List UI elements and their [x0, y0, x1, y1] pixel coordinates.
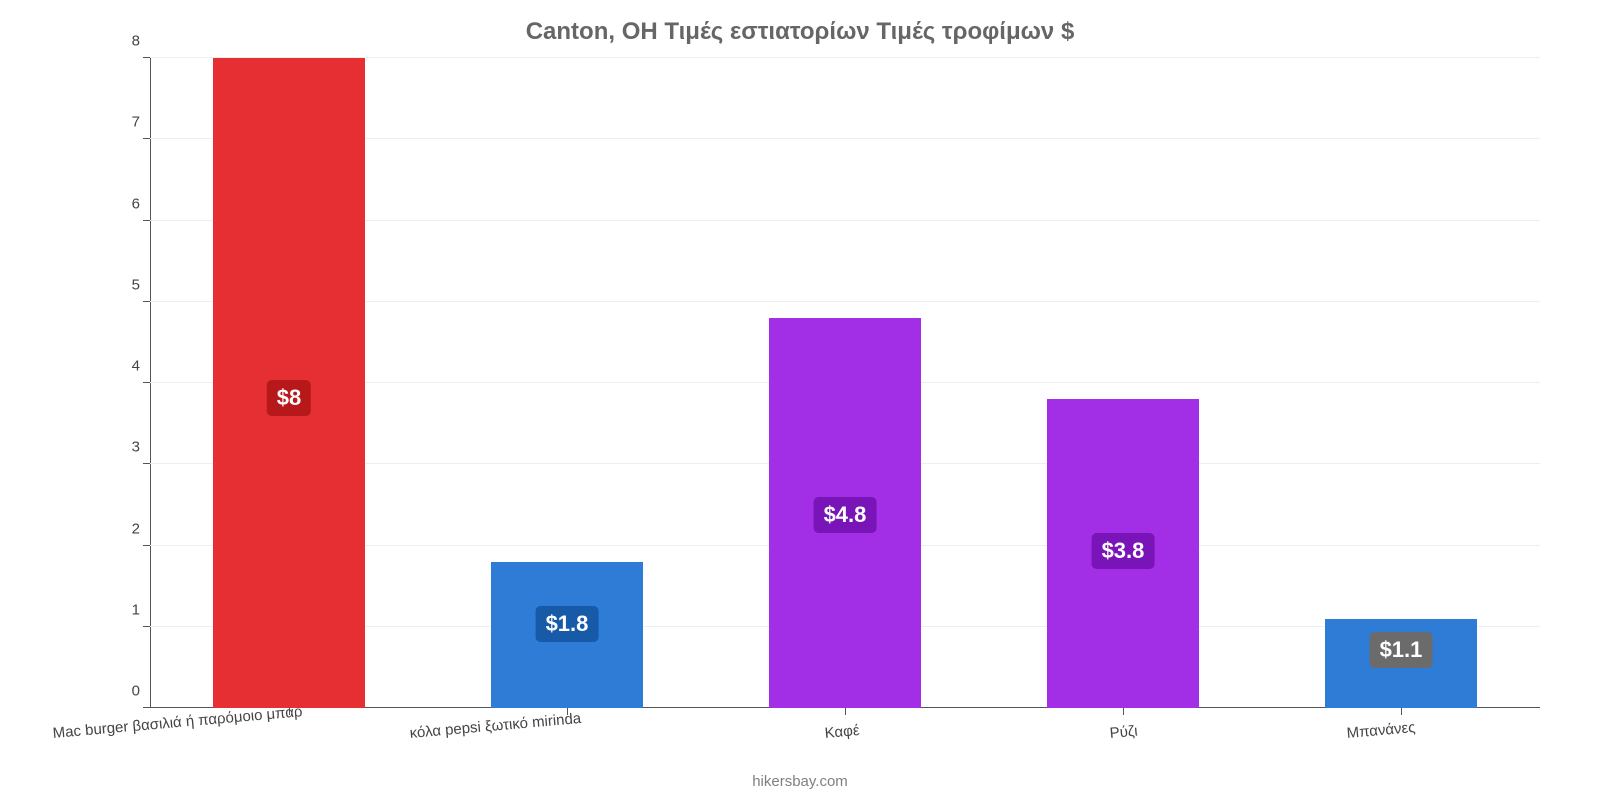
y-tick — [143, 138, 150, 139]
x-tick-label: Mac burger βασιλιά ή παρόμοιο μπαρ — [52, 703, 303, 742]
y-tick-label: 5 — [105, 276, 140, 293]
chart-container: Canton, OH Τιμές εστιατορίων Τιμές τροφί… — [0, 0, 1600, 800]
x-tick-label: Καφέ — [824, 722, 860, 742]
y-tick — [143, 301, 150, 302]
bar-value-badge: $3.8 — [1092, 533, 1155, 569]
y-tick — [143, 220, 150, 221]
y-tick — [143, 707, 150, 708]
bar: $3.8 — [1047, 399, 1200, 708]
x-tick — [1123, 708, 1124, 715]
y-tick-label: 3 — [105, 439, 140, 456]
bar-value-badge: $8 — [267, 380, 311, 416]
attribution-text: hikersbay.com — [0, 773, 1600, 790]
y-tick-label: 0 — [105, 683, 140, 700]
bar: $1.8 — [491, 562, 644, 708]
x-tick — [1401, 708, 1402, 715]
x-tick-label: Μπανάνες — [1346, 719, 1416, 742]
bar-value-badge: $1.8 — [536, 606, 599, 642]
bar-value-badge: $1.1 — [1370, 632, 1433, 668]
y-tick-label: 8 — [105, 33, 140, 50]
bar: $4.8 — [769, 318, 922, 708]
y-tick-label: 7 — [105, 114, 140, 131]
y-tick-label: 6 — [105, 195, 140, 212]
bar: $8 — [213, 58, 366, 708]
x-tick-label: κόλα pepsi ξωτικό mirinda — [409, 710, 582, 742]
chart-title: Canton, OH Τιμές εστιατορίων Τιμές τροφί… — [0, 18, 1600, 46]
x-tick — [845, 708, 846, 715]
y-tick — [143, 463, 150, 464]
y-tick — [143, 57, 150, 58]
y-tick — [143, 545, 150, 546]
y-tick-label: 1 — [105, 601, 140, 618]
y-tick — [143, 626, 150, 627]
chart-plot-area: 012345678$8Mac burger βασιλιά ή παρόμοιο… — [150, 58, 1540, 708]
y-tick — [143, 382, 150, 383]
bar-value-badge: $4.8 — [814, 497, 877, 533]
y-tick-label: 2 — [105, 520, 140, 537]
y-axis-line — [150, 58, 151, 708]
y-tick-label: 4 — [105, 358, 140, 375]
x-tick-label: Ρύζι — [1109, 723, 1138, 742]
bar: $1.1 — [1325, 619, 1478, 708]
